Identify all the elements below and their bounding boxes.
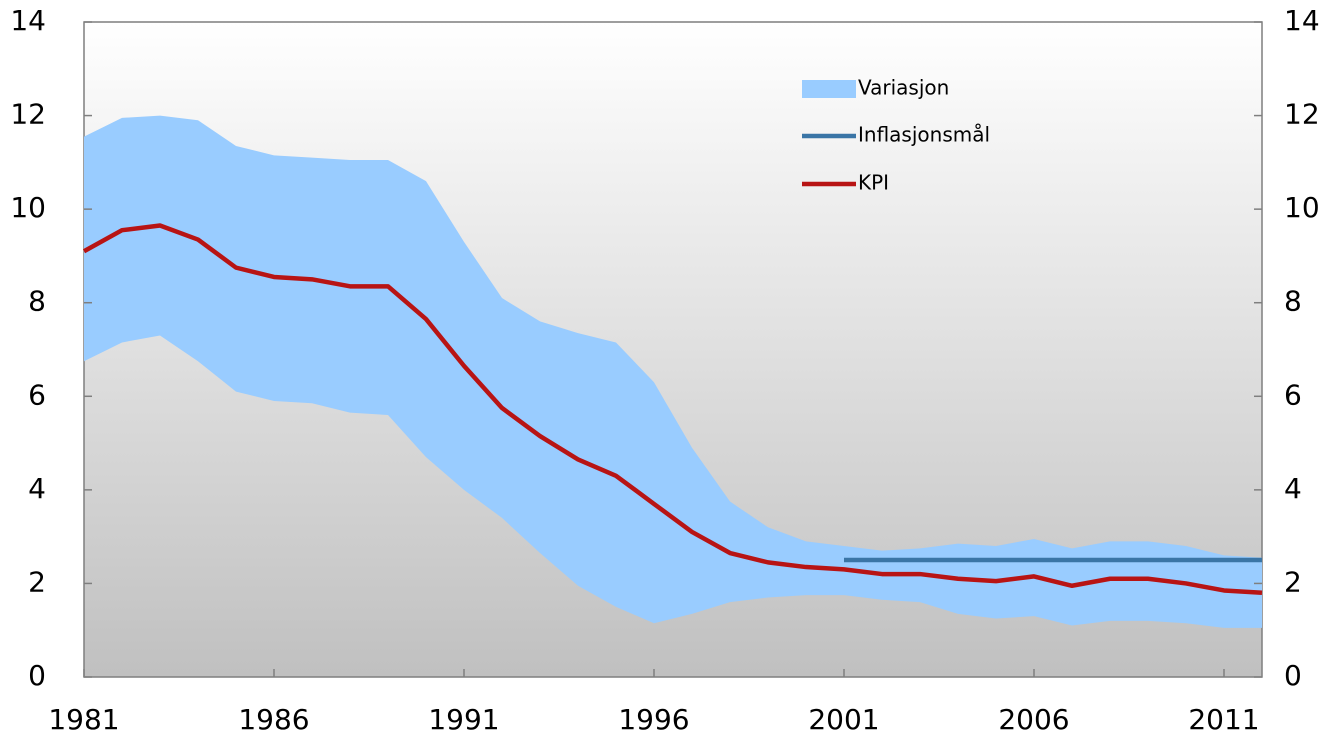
y-tick-label: 6 (28, 378, 46, 411)
y2-tick-label: 12 (1284, 98, 1320, 131)
y2-tick-label: 4 (1284, 472, 1302, 505)
x-tick-label: 2011 (1188, 703, 1259, 736)
band-area (84, 115, 1262, 628)
legend-label: KPI (858, 171, 889, 195)
y2-tick-label: 0 (1284, 659, 1302, 692)
y2-tick-label: 2 (1284, 565, 1302, 598)
y-tick-label: 8 (28, 285, 46, 318)
legend-label: Variasjon (858, 76, 949, 100)
y-tick-label: 12 (10, 98, 46, 131)
legend-swatch (802, 80, 856, 98)
x-tick-label: 1981 (48, 703, 119, 736)
y2-tick-label: 10 (1284, 191, 1320, 224)
y-tick-label: 0 (28, 659, 46, 692)
y-tick-label: 2 (28, 565, 46, 598)
x-tick-label: 1986 (238, 703, 309, 736)
y2-tick-label: 8 (1284, 285, 1302, 318)
x-tick-label: 1991 (428, 703, 499, 736)
x-tick-label: 2001 (808, 703, 879, 736)
line (82, 223, 1263, 596)
x-tick-label: 2006 (998, 703, 1069, 736)
y-tick-label: 10 (10, 191, 46, 224)
x-tick-label: 1996 (618, 703, 689, 736)
legend-label: Inflasjonsmål (858, 123, 990, 147)
y-tick-label: 14 (10, 4, 46, 37)
y-tick-label: 4 (28, 472, 46, 505)
y2-tick-label: 6 (1284, 378, 1302, 411)
y2-tick-label: 14 (1284, 4, 1320, 37)
